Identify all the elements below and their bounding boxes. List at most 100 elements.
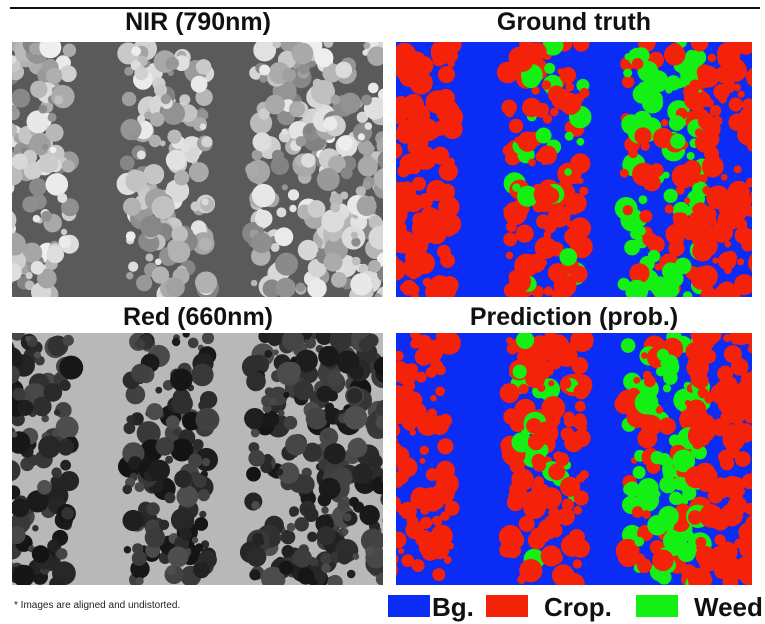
texture-blob <box>505 251 514 260</box>
texture-blob <box>310 579 318 585</box>
texture-blob <box>25 272 33 280</box>
texture-blob <box>664 204 674 214</box>
texture-blob <box>686 399 707 420</box>
texture-blob <box>357 133 365 141</box>
texture-blob <box>258 108 270 120</box>
texture-blob <box>523 140 533 151</box>
texture-blob <box>647 514 668 536</box>
texture-blob <box>140 215 162 238</box>
texture-blob <box>693 358 704 370</box>
texture-blob <box>61 198 79 217</box>
texture-blob <box>524 520 532 528</box>
texture-blob <box>368 82 379 94</box>
texture-blob <box>396 59 416 80</box>
image-panels <box>0 42 765 585</box>
texture-blob <box>649 163 664 178</box>
texture-blob <box>17 399 34 416</box>
texture-blob <box>653 127 674 149</box>
texture-blob <box>759 467 765 484</box>
texture-blob <box>274 227 294 247</box>
texture-blob <box>187 337 199 349</box>
texture-blob <box>732 508 742 519</box>
texture-blob <box>144 527 166 548</box>
texture-blob <box>396 462 398 468</box>
texture-blob <box>697 388 707 398</box>
texture-blob <box>570 265 588 283</box>
texture-blob <box>12 564 14 576</box>
texture-blob <box>373 356 383 375</box>
texture-blob <box>564 168 572 176</box>
texture-blob <box>643 375 656 388</box>
texture-blob <box>531 86 540 95</box>
texture-blob <box>12 42 14 49</box>
texture-blob <box>419 445 429 455</box>
texture-blob <box>0 282 8 302</box>
texture-blob <box>388 284 394 290</box>
texture-blob <box>710 195 721 206</box>
texture-blob <box>320 552 332 565</box>
texture-blob <box>409 429 417 436</box>
texture-blob <box>759 270 765 276</box>
texture-blob <box>683 197 691 204</box>
texture-blob <box>251 149 263 161</box>
texture-blob <box>428 494 445 510</box>
texture-blob <box>621 75 635 89</box>
texture-blob <box>514 54 528 67</box>
texture-blob <box>761 212 765 234</box>
texture-blob <box>252 132 272 152</box>
texture-blob <box>641 352 648 359</box>
texture-blob <box>148 134 162 148</box>
texture-blob <box>131 46 142 57</box>
texture-blob <box>122 484 133 495</box>
texture-blob <box>396 554 399 565</box>
texture-blob <box>435 386 445 397</box>
texture-blob <box>176 485 199 508</box>
texture-blob <box>437 65 456 84</box>
texture-blob <box>277 462 300 485</box>
texture-blob <box>0 460 8 477</box>
texture-blob <box>531 453 546 468</box>
texture-blob <box>125 231 136 242</box>
texture-blob <box>350 231 358 239</box>
texture-blob <box>643 174 661 192</box>
texture-blob <box>737 123 752 146</box>
texture-blob <box>171 225 188 243</box>
texture-blob <box>0 480 11 499</box>
texture-blob <box>511 432 532 453</box>
texture-blob <box>518 383 529 395</box>
texture-blob <box>695 434 703 442</box>
texture-blob <box>321 506 329 514</box>
texture-blob <box>377 151 383 170</box>
texture-blob <box>131 550 147 566</box>
texture-blob <box>53 409 61 416</box>
texture-blob <box>60 228 68 236</box>
texture-blob <box>437 438 454 455</box>
texture-blob <box>548 380 555 387</box>
texture-blob <box>124 66 134 76</box>
texture-blob <box>700 239 718 257</box>
texture-blob <box>499 383 520 404</box>
texture-blob <box>714 563 730 579</box>
texture-blob <box>380 492 383 506</box>
texture-blob <box>339 92 361 114</box>
texture-blob <box>405 520 424 540</box>
texture-blob <box>316 168 340 191</box>
texture-blob <box>384 538 392 546</box>
texture-blob <box>195 271 218 294</box>
texture-blob <box>677 543 696 563</box>
texture-blob <box>579 186 589 196</box>
texture-blob <box>736 486 746 496</box>
texture-blob <box>686 111 695 120</box>
texture-blob <box>753 96 765 111</box>
texture-blob <box>758 102 765 115</box>
texture-blob <box>382 267 391 276</box>
texture-blob <box>12 122 17 137</box>
texture-blob <box>387 168 395 176</box>
texture-blob <box>340 167 353 180</box>
texture-blob <box>503 408 520 426</box>
texture-blob <box>419 207 443 232</box>
texture-blob <box>572 559 583 569</box>
texture-blob <box>697 65 720 88</box>
texture-blob <box>639 209 653 223</box>
texture-blob <box>440 511 450 521</box>
